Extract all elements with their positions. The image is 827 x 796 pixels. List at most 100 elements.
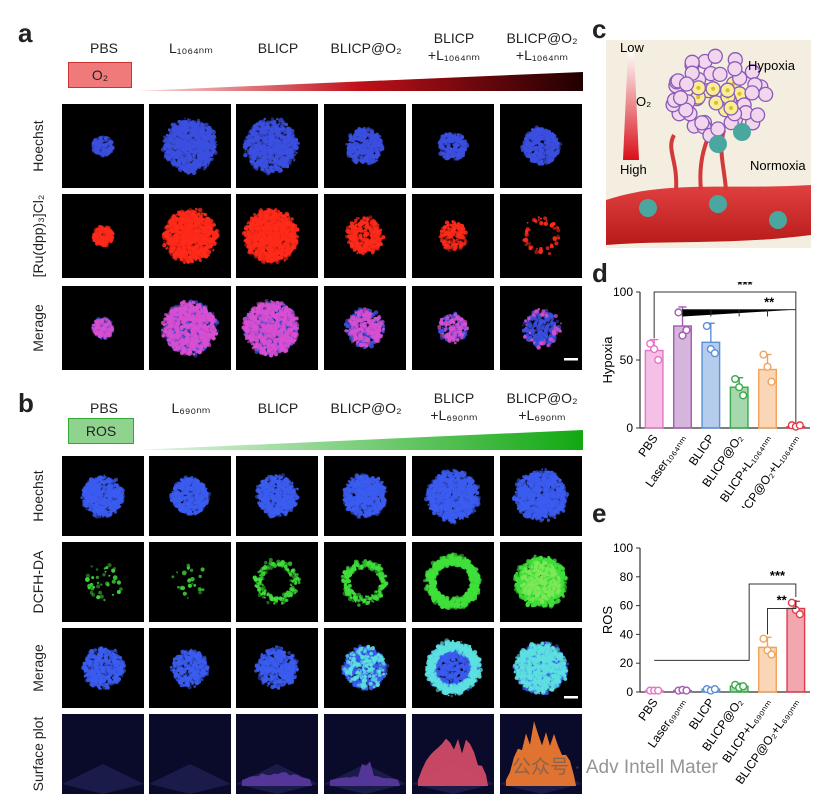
microscopy-image bbox=[236, 714, 318, 794]
hypoxia-bar-chart: 050100HypoxiaPBSLaser₁₀₆₄ₙₘBLICPBLICP@O₂… bbox=[600, 282, 810, 508]
panel-b-column-header: BLICP bbox=[230, 400, 326, 417]
y-axis-label: Hypoxia bbox=[600, 336, 615, 384]
panel-a-column-header: BLICP@O₂ +L₁₀₆₄ₙₘ bbox=[494, 30, 590, 64]
significance-label: ** bbox=[777, 592, 788, 607]
column-header-line1: L₆₉₀ₙₘ bbox=[143, 400, 239, 417]
microscopy-image bbox=[149, 542, 231, 622]
panel-b-column-header: PBS bbox=[56, 400, 152, 417]
panel-b-column-header: BLICP@O₂ +L₆₉₀ₙₘ bbox=[494, 390, 590, 424]
data-point bbox=[767, 650, 776, 659]
panel-a-column-header: BLICP +L₁₀₆₄ₙₘ bbox=[406, 30, 502, 64]
bar bbox=[786, 607, 806, 693]
microscopy-image bbox=[500, 104, 582, 188]
microscopy-image bbox=[412, 714, 494, 794]
data-point bbox=[787, 598, 796, 607]
data-point bbox=[759, 350, 768, 359]
column-header-line1: BLICP@O₂ bbox=[318, 40, 414, 57]
row-label: Merage bbox=[30, 286, 50, 370]
microscopy-image bbox=[149, 194, 231, 278]
column-header-line1: L₁₀₆₄ₙₘ bbox=[143, 40, 239, 57]
oxygen-gradient-wedge bbox=[135, 72, 583, 91]
microscopy-image bbox=[236, 286, 318, 370]
data-point bbox=[767, 377, 776, 386]
y-tick-label: 60 bbox=[620, 599, 634, 613]
significance-label: ** bbox=[764, 295, 775, 310]
column-header-line1: BLICP@O₂ bbox=[318, 400, 414, 417]
panel-b-column-header: L₆₉₀ₙₘ bbox=[143, 400, 239, 417]
microscopy-image bbox=[236, 542, 318, 622]
column-header-line1: BLICP bbox=[406, 390, 502, 407]
microscopy-image bbox=[236, 194, 318, 278]
y-tick-label: 40 bbox=[620, 627, 634, 641]
data-point bbox=[731, 374, 740, 384]
panel-a-column-header: L₁₀₆₄ₙₘ bbox=[143, 40, 239, 57]
significance-label: *** bbox=[770, 568, 786, 583]
row-label: Surface plot bbox=[30, 714, 50, 794]
microscopy-image bbox=[500, 456, 582, 536]
x-tick-label: PBS bbox=[635, 432, 660, 460]
microscopy-image bbox=[62, 714, 144, 794]
significance-label: *** bbox=[737, 282, 753, 292]
data-point bbox=[650, 345, 659, 354]
column-header-line1: PBS bbox=[56, 400, 152, 417]
microscopy-image bbox=[412, 628, 494, 708]
microscopy-image bbox=[236, 456, 318, 536]
nanoparticle bbox=[733, 123, 751, 141]
data-point bbox=[654, 355, 663, 365]
y-tick-label: 20 bbox=[620, 656, 634, 670]
microscopy-image bbox=[412, 286, 494, 370]
data-point bbox=[795, 610, 804, 619]
column-header-line2: +L₆₉₀ₙₘ bbox=[494, 407, 590, 424]
low-label: Low bbox=[620, 40, 644, 55]
data-point bbox=[710, 349, 719, 358]
row-label: DCFH-DA bbox=[30, 542, 50, 622]
microscopy-image bbox=[62, 542, 144, 622]
column-header-line1: BLICP@O₂ bbox=[494, 30, 590, 47]
y-tick-label: 0 bbox=[626, 421, 633, 435]
ros-bar-chart: 020406080100ROSPBSLaser₆₉₀ₙₘBLICPBLICP@O… bbox=[600, 541, 810, 787]
data-point bbox=[739, 391, 748, 400]
watermark: 公众号 · Adv Intell Mater bbox=[512, 752, 718, 779]
microscopy-image bbox=[236, 104, 318, 188]
panel-b-column-header: BLICP@O₂ bbox=[318, 400, 414, 417]
microscopy-image bbox=[62, 456, 144, 536]
data-point bbox=[682, 325, 691, 335]
row-label: [Ru(dpp)₃]Cl₂ bbox=[30, 194, 50, 278]
y-tick-label: 80 bbox=[620, 570, 634, 584]
microscopy-image bbox=[500, 628, 582, 708]
data-point bbox=[678, 331, 687, 340]
data-point bbox=[795, 421, 804, 430]
data-point bbox=[710, 685, 719, 694]
data-point bbox=[739, 682, 748, 691]
microscopy-image bbox=[412, 104, 494, 188]
column-header-line2: +L₁₀₆₄ₙₘ bbox=[494, 47, 590, 64]
panel-b-column-header: BLICP +L₆₉₀ₙₘ bbox=[406, 390, 502, 424]
microscopy-image bbox=[149, 104, 231, 188]
microscopy-image bbox=[500, 542, 582, 622]
column-header-line1: PBS bbox=[56, 40, 152, 57]
high-label: High bbox=[620, 162, 647, 177]
microscopy-image bbox=[149, 714, 231, 794]
panel-a-column-header: BLICP@O₂ bbox=[318, 40, 414, 57]
nanoparticle bbox=[709, 135, 727, 153]
oxygen-gradient-triangle bbox=[623, 50, 639, 160]
microscopy-image bbox=[62, 628, 144, 708]
y-axis-label: ROS bbox=[600, 606, 615, 635]
data-point bbox=[763, 362, 772, 371]
y-tick-label: 0 bbox=[626, 685, 633, 699]
y-tick-label: 100 bbox=[613, 541, 633, 555]
microscopy-image bbox=[324, 194, 406, 278]
hypoxia-label: Hypoxia bbox=[748, 58, 796, 73]
bar bbox=[673, 325, 692, 429]
bar bbox=[701, 341, 721, 429]
column-header-line1: BLICP bbox=[230, 40, 326, 57]
panel-a-column-header: PBS bbox=[56, 40, 152, 57]
microscopy-image bbox=[500, 194, 582, 278]
microscopy-image bbox=[62, 194, 144, 278]
microscopy-image bbox=[324, 456, 406, 536]
column-header-line2: +L₆₉₀ₙₘ bbox=[406, 407, 502, 424]
nanoparticle bbox=[709, 195, 727, 213]
normoxia-label: Normoxia bbox=[750, 158, 806, 173]
panel-a-column-header: BLICP bbox=[230, 40, 326, 57]
nanoparticle bbox=[639, 199, 657, 217]
